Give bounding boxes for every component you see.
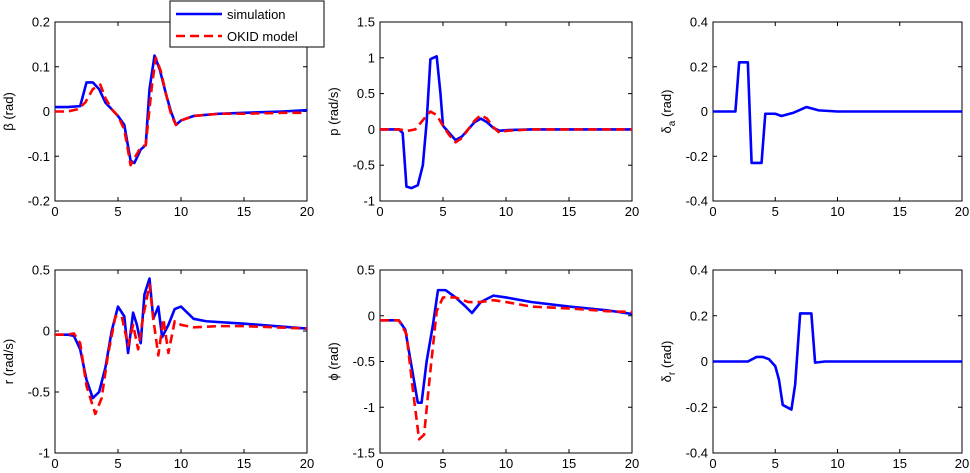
simulation-line xyxy=(713,60,962,165)
x-tick-label: 0 xyxy=(51,456,58,471)
y-tick-label: 1.5 xyxy=(357,15,375,30)
x-tick-label: 10 xyxy=(499,204,513,219)
x-tick-label: 15 xyxy=(562,456,576,471)
y-tick-label: -0.4 xyxy=(686,194,708,209)
x-tick-label: 20 xyxy=(300,204,314,219)
y-tick-label: -1 xyxy=(363,194,375,209)
y-tick-label: 1 xyxy=(368,50,375,65)
x-tick-label: 20 xyxy=(955,456,969,471)
y-axis-label: r (rad/s) xyxy=(1,339,16,385)
simulation-line xyxy=(55,277,307,400)
x-tick-label: 10 xyxy=(174,204,188,219)
y-tick-label: -1 xyxy=(363,400,375,415)
y-axis-label: ϕ (rad) xyxy=(326,342,341,380)
legend: simulation OKID model xyxy=(169,0,325,48)
y-tick-label: 0.5 xyxy=(357,86,375,101)
y-tick-label: 0.2 xyxy=(690,308,708,323)
y-tick-label: 0 xyxy=(701,354,708,369)
simulation-line xyxy=(380,288,632,404)
x-tick-label: 20 xyxy=(625,456,639,471)
x-tick-label: 10 xyxy=(499,456,513,471)
y-tick-label: -0.2 xyxy=(686,149,708,164)
y-tick-label: -1 xyxy=(38,446,50,461)
x-tick-label: 15 xyxy=(237,204,251,219)
x-tick-label: 15 xyxy=(893,204,907,219)
subplot-4: 0 5 10 15 20 -1 -0.5 0 0.5 r (rad/s) xyxy=(1,263,314,472)
subplot-3: 0 5 10 15 20 -0.4 -0.2 0 0.2 0.4 δa (rad) xyxy=(659,15,969,220)
simulation-line xyxy=(713,312,962,411)
y-tick-label: -1.5 xyxy=(353,446,375,461)
x-tick-label: 5 xyxy=(439,204,446,219)
x-tick-label: 15 xyxy=(237,456,251,471)
x-tick-label: 0 xyxy=(709,456,716,471)
y-tick-label: 0.4 xyxy=(690,15,708,30)
x-tick-label: 20 xyxy=(955,204,969,219)
y-tick-label: 0.4 xyxy=(690,263,708,278)
subplot-6: 0 5 10 15 20 -0.4 -0.2 0 0.2 0.4 δr (rad) xyxy=(659,263,969,472)
x-tick-label: 10 xyxy=(830,204,844,219)
y-axis-label: δr (rad) xyxy=(659,341,678,383)
y-tick-label: 0 xyxy=(368,308,375,323)
x-tick-label: 15 xyxy=(893,456,907,471)
y-tick-label: 0.2 xyxy=(690,59,708,74)
y-tick-label: 0 xyxy=(701,104,708,119)
x-tick-label: 0 xyxy=(376,456,383,471)
axes-frame xyxy=(379,21,633,202)
okid-model-line xyxy=(55,56,307,167)
simulation-line xyxy=(55,54,307,165)
subplot-5: 0 5 10 15 20 -1.5 -1 -0.5 0 0.5 ϕ (rad) xyxy=(326,263,639,472)
okid-model-line xyxy=(55,283,307,416)
y-tick-label: -0.4 xyxy=(686,446,708,461)
legend-label: simulation xyxy=(227,7,286,22)
x-tick-label: 5 xyxy=(114,456,121,471)
y-tick-label: -0.5 xyxy=(28,385,50,400)
y-tick-label: 0 xyxy=(368,122,375,137)
y-tick-label: -0.2 xyxy=(28,194,50,209)
legend-label: OKID model xyxy=(227,29,298,44)
y-tick-label: -0.5 xyxy=(353,158,375,173)
x-tick-label: 5 xyxy=(772,456,779,471)
legend-box xyxy=(169,0,325,48)
x-tick-label: 20 xyxy=(625,204,639,219)
y-axis-label: β (rad) xyxy=(1,92,16,131)
x-tick-label: 0 xyxy=(51,204,58,219)
okid-model-line xyxy=(380,296,632,441)
y-tick-label: 0.1 xyxy=(32,59,50,74)
y-tick-label: 0 xyxy=(43,104,50,119)
x-tick-label: 10 xyxy=(830,456,844,471)
axes-frame xyxy=(54,269,308,454)
y-tick-label: -0.5 xyxy=(353,354,375,369)
y-tick-label: 0.5 xyxy=(357,263,375,278)
y-axis-label: p (rad/s) xyxy=(326,87,341,135)
x-tick-label: 5 xyxy=(114,204,121,219)
y-tick-label: 0.2 xyxy=(32,15,50,30)
x-tick-label: 0 xyxy=(709,204,716,219)
subplot-2: 0 5 10 15 20 -1 -0.5 0 0.5 1 1.5 p (rad/s) xyxy=(326,15,639,220)
y-axis-label: δa (rad) xyxy=(659,90,678,134)
y-tick-label: 0 xyxy=(43,324,50,339)
x-tick-label: 5 xyxy=(439,456,446,471)
y-tick-label: -0.2 xyxy=(686,400,708,415)
x-tick-label: 20 xyxy=(300,456,314,471)
y-tick-label: 0.5 xyxy=(32,263,50,278)
subplot-1: 0 5 10 15 20 -0.2 -0.1 0 0.1 0.2 β (rad) xyxy=(1,15,314,220)
x-tick-label: 10 xyxy=(174,456,188,471)
x-tick-label: 15 xyxy=(562,204,576,219)
axes-frame xyxy=(379,269,633,454)
y-tick-label: -0.1 xyxy=(28,149,50,164)
x-tick-label: 5 xyxy=(772,204,779,219)
x-tick-label: 0 xyxy=(376,204,383,219)
